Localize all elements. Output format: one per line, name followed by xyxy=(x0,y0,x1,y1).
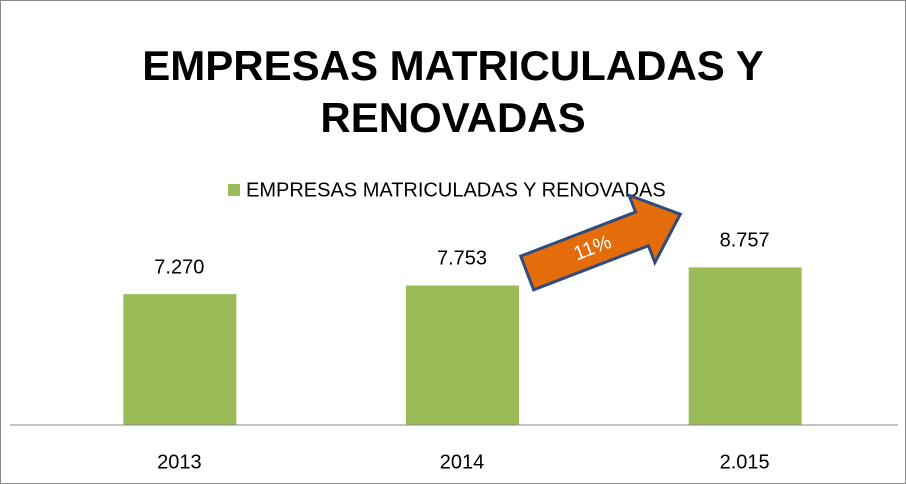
x-tick-label: 2.015 xyxy=(720,451,770,473)
bar xyxy=(688,267,802,425)
arrow-shape xyxy=(518,192,683,292)
legend-swatch xyxy=(228,184,240,196)
value-label: 7.270 xyxy=(154,256,204,278)
x-tick-label: 2014 xyxy=(440,451,485,473)
x-tick-label: 2013 xyxy=(157,451,202,473)
chart-title: EMPRESAS MATRICULADAS Y RENOVADAS xyxy=(142,42,764,141)
bar xyxy=(123,294,237,425)
legend-label: EMPRESAS MATRICULADAS Y RENOVADAS xyxy=(246,179,666,201)
value-label: 7.753 xyxy=(437,248,487,270)
bar xyxy=(406,285,519,425)
growth-arrow: 11% xyxy=(518,192,683,292)
value-label: 8.757 xyxy=(720,230,770,252)
